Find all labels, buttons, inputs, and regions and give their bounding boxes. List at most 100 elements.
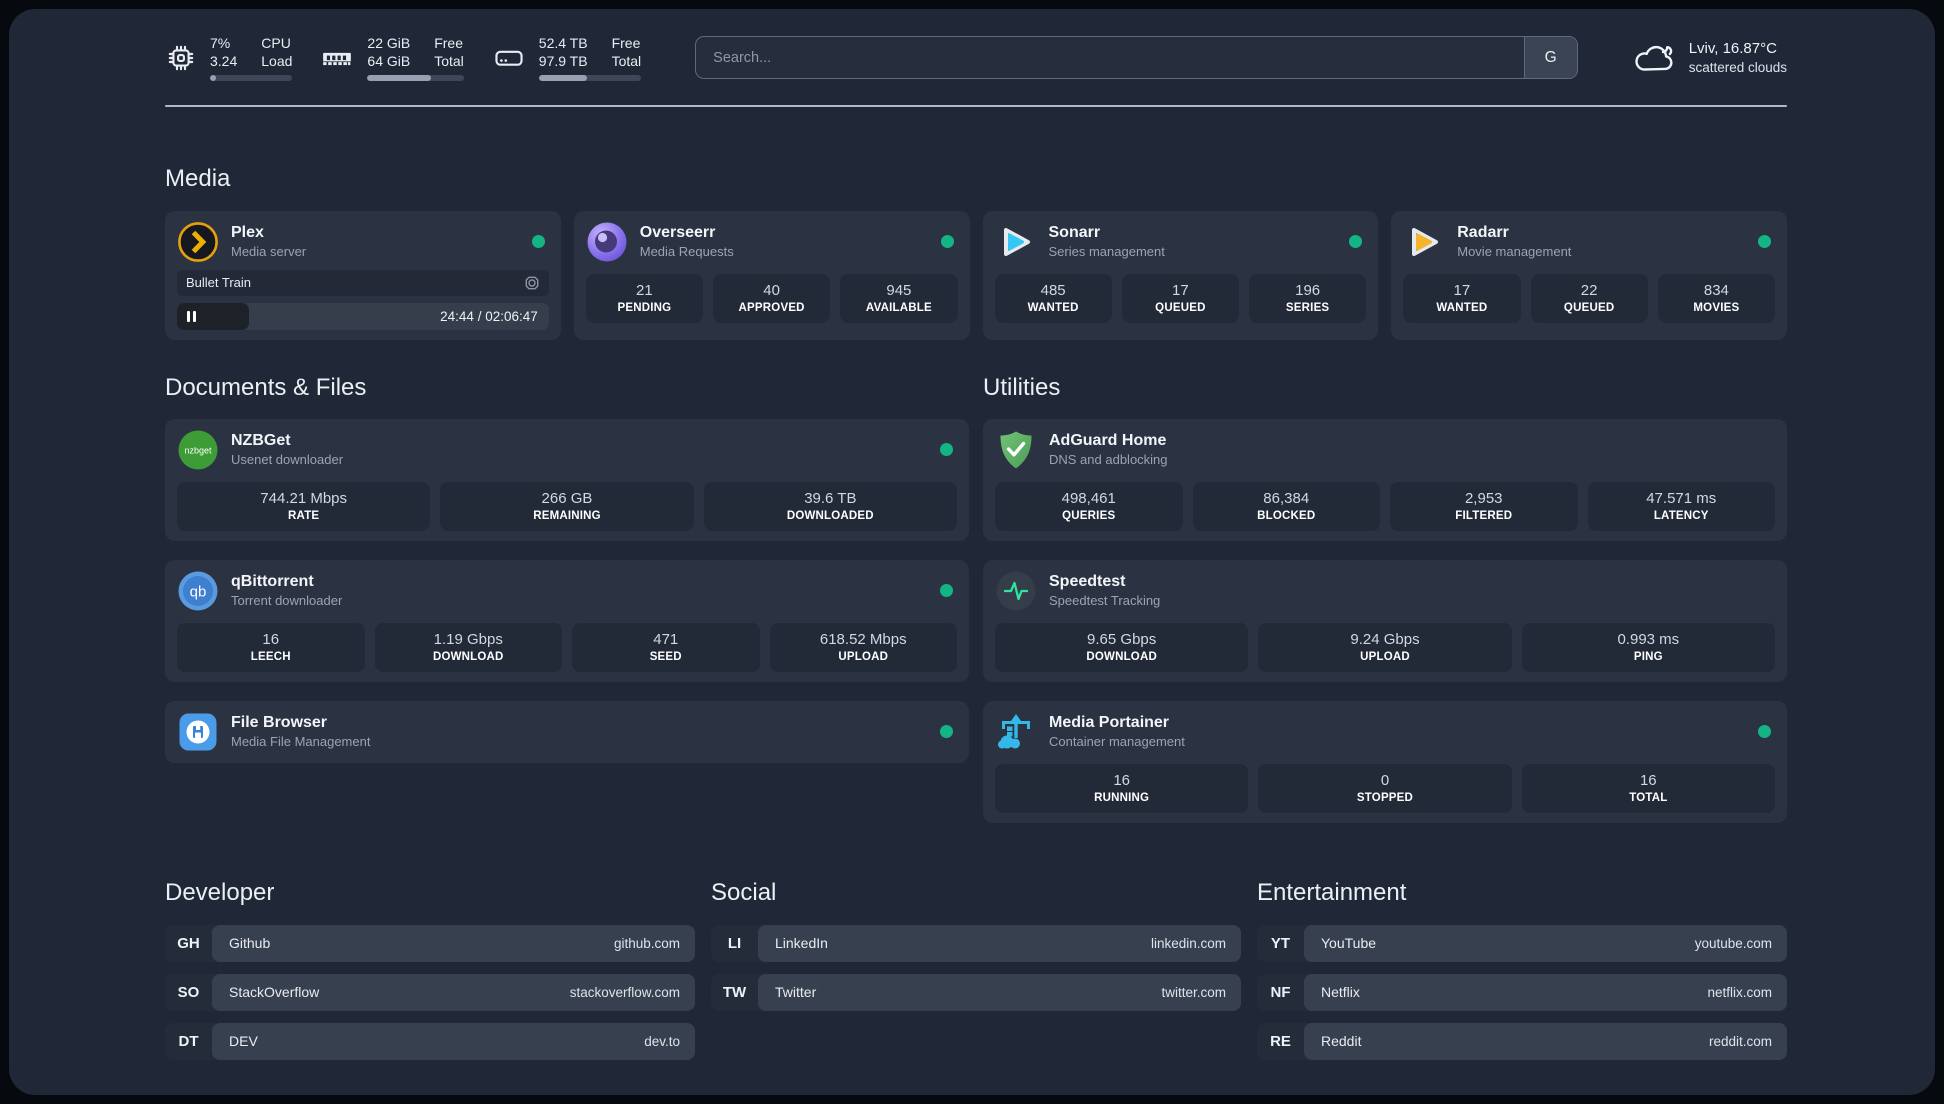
stat-label: PENDING: [617, 301, 672, 314]
stat-label: MOVIES: [1693, 301, 1740, 314]
app-stats: 21 PENDING 40 APPROVED 945 AVAILABLE: [585, 273, 958, 323]
app-card-nzbget[interactable]: nzbget NZBGet Usenet downloader 744.21 M…: [165, 418, 969, 541]
stat-label: PING: [1633, 650, 1663, 663]
stat-tile: 498,461 QUERIES: [995, 481, 1183, 531]
app-card-speedtest[interactable]: Speedtest Speedtest Tracking 9.65 Gbps D…: [983, 559, 1787, 682]
memory-total: 64 GiB: [367, 52, 411, 69]
stat-tile: 21 PENDING: [585, 273, 703, 323]
bookmark-dev[interactable]: DT DEV dev.to: [165, 1022, 695, 1060]
app-stats: 16 RUNNING 0 STOPPED 16 TOTAL: [995, 763, 1775, 813]
stat-label: UPLOAD: [1360, 650, 1410, 663]
filebrowser-icon: [179, 713, 217, 751]
app-description: Torrent downloader: [231, 592, 343, 608]
stat-tile: 744.21 Mbps RATE: [177, 481, 431, 531]
stat-label: SERIES: [1285, 301, 1330, 314]
stat-label: BLOCKED: [1257, 509, 1316, 522]
app-card-sonarr[interactable]: Sonarr Series management 485 WANTED 17 Q…: [982, 210, 1379, 340]
now-playing-title: Bullet Train: [186, 275, 252, 291]
bookmark-abbr: GH: [177, 934, 200, 952]
app-card-radarr[interactable]: Radarr Movie management 17 WANTED 22 QUE…: [1391, 210, 1787, 340]
app-card-overseerr[interactable]: Overseerr Media Requests 21 PENDING 40 A…: [573, 210, 970, 340]
app-card-portainer[interactable]: Media Portainer Container management 16 …: [983, 700, 1787, 823]
now-playing-disc-icon[interactable]: [524, 275, 540, 291]
disk-label-1: Free: [611, 35, 641, 51]
status-dot: [940, 725, 953, 739]
bookmark-group-social: Social LI LinkedIn linkedin.com TW Twitt…: [711, 879, 1241, 1072]
bookmark-stackoverflow[interactable]: SO StackOverflow stackoverflow.com: [165, 973, 695, 1011]
stat-tile: 86,384 BLOCKED: [1192, 481, 1380, 531]
stat-label: QUEUED: [1563, 301, 1615, 314]
stat-label: AVAILABLE: [865, 301, 932, 314]
bookmark-netflix[interactable]: NF Netflix netflix.com: [1257, 973, 1787, 1011]
disk-label-2: Total: [611, 52, 642, 69]
stat-tile: 9.65 Gbps DOWNLOAD: [995, 622, 1249, 672]
stat-value: 744.21 Mbps: [260, 489, 348, 507]
app-card-adguard[interactable]: AdGuard Home DNS and adblocking 498,461 …: [983, 418, 1787, 541]
status-dot: [531, 235, 545, 249]
app-card-filebrowser[interactable]: File Browser Media File Management: [165, 700, 969, 763]
bookmark-twitter[interactable]: TW Twitter twitter.com: [711, 973, 1241, 1011]
stat-value: 471: [653, 630, 679, 648]
stat-value: 16: [1113, 771, 1130, 789]
playback-progress-bar: 24:44 / 02:06:47: [177, 302, 549, 330]
search-engine-button[interactable]: G: [1523, 37, 1577, 79]
disk-stat: 52.4 TB 97.9 TB Free Total: [492, 35, 642, 81]
app-name: NZBGet: [231, 431, 291, 449]
stat-label: DOWNLOADED: [786, 509, 874, 522]
stat-label: DOWNLOAD: [1086, 650, 1157, 663]
app-description: DNS and adblocking: [1049, 451, 1168, 467]
sonarr-icon: [1003, 227, 1030, 256]
stat-tile: 16 LEECH: [177, 622, 365, 672]
bookmark-youtube[interactable]: YT YouTube youtube.com: [1257, 924, 1787, 962]
bookmark-url: youtube.com: [1694, 935, 1772, 951]
weather-widget[interactable]: Lviv, 16.87°C scattered clouds: [1632, 39, 1787, 76]
memory-labels: Free Total: [434, 35, 464, 71]
stat-value: 266 GB: [541, 489, 593, 507]
cpu-load-value: 3.24: [210, 52, 238, 69]
pause-icon: [187, 310, 190, 322]
stat-tile: 266 GB REMAINING: [440, 481, 694, 531]
app-name: Sonarr: [1048, 223, 1101, 241]
stat-label: LATENCY: [1653, 509, 1709, 522]
app-stats: 498,461 QUERIES 86,384 BLOCKED 2,953 FIL…: [995, 481, 1775, 531]
stat-label: SEED: [649, 650, 682, 663]
status-dot: [940, 584, 953, 598]
stat-value: 9.24 Gbps: [1350, 630, 1420, 648]
app-card-plex[interactable]: Plex Media server Bullet Train: [165, 210, 561, 340]
bookmark-reddit[interactable]: RE Reddit reddit.com: [1257, 1022, 1787, 1060]
disk-labels: Free Total: [612, 35, 642, 71]
stat-label: APPROVED: [738, 301, 805, 314]
app-name: qBittorrent: [231, 572, 314, 590]
stat-value: 945: [886, 281, 912, 299]
status-dot: [940, 443, 953, 457]
bookmark-url: stackoverflow.com: [569, 984, 680, 1000]
now-playing-row: Bullet Train: [177, 269, 549, 296]
app-description: Series management: [1048, 243, 1165, 259]
top-bar: 7% 3.24 CPU Load: [165, 35, 1787, 81]
playback-elapsed: [177, 302, 250, 330]
bookmark-name: LinkedIn: [775, 935, 828, 952]
stat-label: FILTERED: [1455, 509, 1513, 522]
bookmark-name: StackOverflow: [229, 984, 320, 1001]
app-name: AdGuard Home: [1049, 431, 1167, 449]
app-description: Movie management: [1457, 243, 1572, 259]
disk-free: 52.4 TB: [538, 35, 588, 51]
memory-values: 22 GiB 64 GiB: [367, 35, 410, 71]
stat-tile: 834 MOVIES: [1657, 273, 1775, 323]
memory-icon: [323, 52, 352, 65]
memory-progress-bar: [367, 74, 464, 81]
bookmark-github[interactable]: GH Github github.com: [165, 924, 695, 962]
memory-stat: 22 GiB 64 GiB Free Total: [320, 35, 464, 81]
cpu-label-2: Load: [261, 52, 293, 69]
app-stats: 485 WANTED 17 QUEUED 196 SERIES: [994, 273, 1367, 323]
bookmark-linkedin[interactable]: LI LinkedIn linkedin.com: [711, 924, 1241, 962]
bookmark-name: Reddit: [1321, 1033, 1362, 1050]
disk-icon: [495, 50, 523, 66]
bookmark-abbr: TW: [722, 983, 747, 1001]
section-heading-utilities: Utilities: [983, 373, 1061, 401]
plex-icon: [178, 221, 218, 262]
cpu-progress-fill: [210, 74, 216, 81]
search-input[interactable]: [696, 37, 1524, 79]
app-card-qbittorrent[interactable]: qb qBittorrent Torrent downloader 16 LEE…: [165, 559, 969, 682]
app-name: File Browser: [231, 713, 328, 731]
